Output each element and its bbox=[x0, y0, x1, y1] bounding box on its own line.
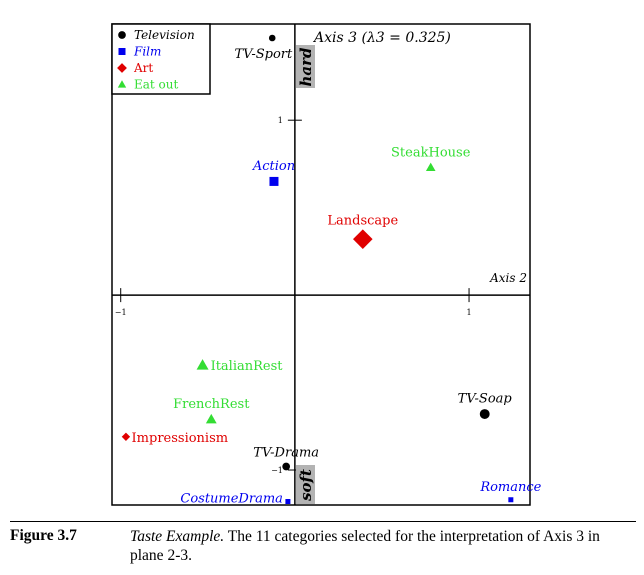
legend: Television Film Art Eat out bbox=[111, 23, 211, 95]
point-label: Romance bbox=[479, 480, 541, 495]
axes bbox=[112, 24, 530, 505]
pole-hard: hard bbox=[296, 45, 315, 88]
point-marker bbox=[282, 462, 291, 471]
plot-frame bbox=[111, 23, 531, 506]
pole-soft: soft bbox=[296, 465, 315, 504]
caption-title: Taste Example. bbox=[130, 528, 225, 545]
point-marker bbox=[121, 432, 131, 441]
point-label: SteakHouse bbox=[391, 146, 471, 161]
legend-marker bbox=[118, 31, 126, 39]
ticks: −1 1 1 −1 bbox=[115, 116, 472, 475]
point-marker bbox=[205, 413, 217, 424]
point-label: Impressionism bbox=[132, 431, 229, 446]
pole-soft-box bbox=[296, 465, 315, 504]
legend-box bbox=[111, 23, 211, 95]
point-label: CostumeDrama bbox=[180, 492, 283, 507]
legend-label: Eat out bbox=[134, 78, 179, 92]
point-label: FrenchRest bbox=[173, 397, 250, 412]
point-label: TV-Sport bbox=[234, 47, 293, 62]
point-marker bbox=[479, 409, 490, 419]
caption-label: Figure 3.7 bbox=[10, 527, 77, 544]
x-axis-label: Axis 2 bbox=[489, 271, 527, 285]
point-marker bbox=[353, 229, 373, 249]
scatter-plot: −1 1 1 −1 Axis 2 Axis 3 (λ3 = 0.325) hard s… bbox=[111, 23, 542, 507]
pole-soft-label: soft bbox=[297, 469, 315, 501]
point-label: Landscape bbox=[327, 214, 398, 229]
point-marker bbox=[269, 176, 279, 186]
y-axis-label: Axis 3 (λ3 = 0.325) bbox=[312, 30, 451, 46]
y-tick-label: −1 bbox=[271, 466, 283, 475]
point-label: TV-Soap bbox=[458, 392, 513, 407]
point-label: TV-Drama bbox=[253, 445, 319, 460]
pole-hard-label: hard bbox=[297, 47, 315, 87]
caption-body: The 11 categories selected for the inter… bbox=[130, 528, 600, 564]
caption-rule bbox=[10, 521, 636, 522]
pole-hard-box bbox=[296, 45, 315, 88]
point-label: Action bbox=[252, 159, 295, 174]
point-marker bbox=[268, 34, 276, 42]
caption-text: Taste Example. The 11 categories selecte… bbox=[130, 527, 636, 565]
data-points: TV-Sport TV-Soap TV-Drama Action CostumeDram… bbox=[121, 34, 542, 507]
point-marker bbox=[508, 497, 514, 503]
x-tick-label: −1 bbox=[115, 308, 127, 317]
legend-marker bbox=[117, 63, 127, 73]
point-label: ItalianRest bbox=[211, 359, 284, 374]
y-tick-label: 1 bbox=[278, 116, 283, 125]
legend-marker bbox=[118, 48, 126, 55]
point-marker bbox=[196, 359, 209, 370]
point-marker bbox=[425, 162, 436, 172]
x-tick-label: 1 bbox=[466, 308, 471, 317]
legend-marker bbox=[117, 80, 127, 88]
legend-label: Film bbox=[133, 45, 161, 59]
point-marker bbox=[285, 499, 291, 505]
axis-labels: Axis 2 Axis 3 (λ3 = 0.325) bbox=[312, 30, 527, 285]
legend-label: Art bbox=[133, 61, 153, 75]
legend-label: Television bbox=[134, 28, 195, 42]
